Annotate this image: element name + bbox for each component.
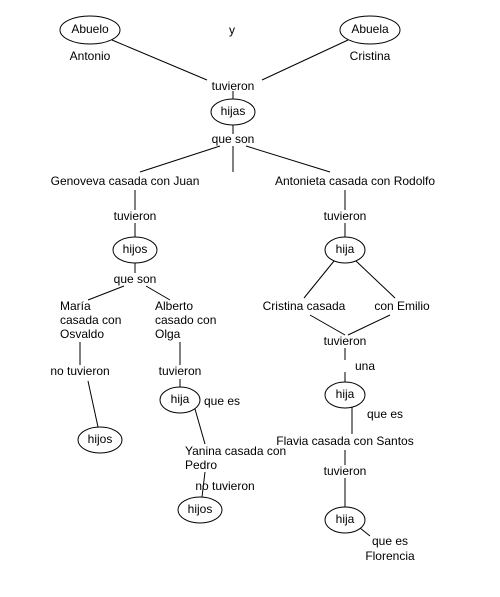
- label: María: [60, 299, 91, 313]
- label: tuvieron: [159, 364, 202, 378]
- node-hijas: hijas: [211, 99, 255, 125]
- label: Antonieta casada con Rodolfo: [275, 174, 435, 188]
- label: que es: [204, 394, 240, 408]
- node-label: hija: [336, 512, 355, 526]
- node-label: hijos: [123, 242, 148, 256]
- label: casado con: [155, 313, 216, 327]
- edge: [310, 315, 345, 335]
- label: Olga: [155, 327, 181, 341]
- node-label: hijos: [188, 502, 213, 516]
- label: una: [355, 359, 375, 373]
- label: Florencia: [365, 549, 415, 563]
- label: Pedro: [185, 458, 217, 472]
- edge: [246, 146, 330, 172]
- label: que son: [114, 272, 157, 286]
- label: Alberto: [155, 299, 193, 313]
- node-label: hijas: [221, 104, 246, 118]
- label: no tuvieron: [195, 479, 254, 493]
- node-label: Abuelo: [71, 22, 109, 36]
- edge: [348, 315, 390, 335]
- node-label: hija: [336, 387, 355, 401]
- label: no tuvieron: [50, 364, 109, 378]
- node-hijos-gj: hijos: [113, 237, 157, 263]
- family-tree-diagram: Abuelo Abuela hijas hijos hija hija hija hijos h…: [0, 0, 500, 597]
- label: que es: [367, 407, 403, 421]
- node-label: hijos: [88, 432, 113, 446]
- node-hija-ce: hija: [325, 382, 365, 408]
- label: Osvaldo: [60, 327, 104, 341]
- node-label: hija: [336, 242, 355, 256]
- node-hija-ar: hija: [325, 237, 365, 263]
- edge: [140, 146, 220, 172]
- edge: [195, 409, 205, 444]
- node-abuela: Abuela: [340, 16, 400, 44]
- node-label: Abuela: [351, 22, 389, 36]
- node-label: hija: [171, 392, 190, 406]
- edge: [360, 528, 370, 536]
- edge: [262, 40, 348, 80]
- edge: [88, 286, 124, 300]
- label: Flavia casada con Santos: [276, 434, 413, 448]
- label: con Emilio: [374, 299, 430, 313]
- node-hija-fs: hija: [325, 507, 365, 533]
- node-hijos-m: hijos: [78, 427, 122, 453]
- node-abuelo: Abuelo: [60, 16, 120, 44]
- label: Genoveva casada con Juan: [51, 174, 200, 188]
- label: y: [229, 23, 235, 37]
- label: que es: [372, 534, 408, 548]
- edge: [304, 261, 334, 298]
- label: tuvieron: [324, 209, 367, 223]
- label: Cristina casada: [263, 299, 346, 313]
- label: casada con: [60, 313, 121, 327]
- label: tuvieron: [114, 209, 157, 223]
- edge: [88, 381, 98, 427]
- edge: [146, 286, 170, 300]
- edge: [112, 40, 207, 80]
- label: tuvieron: [324, 334, 367, 348]
- label: Cristina: [350, 49, 391, 63]
- label: que son: [212, 132, 255, 146]
- label: tuvieron: [324, 464, 367, 478]
- label: tuvieron: [212, 79, 255, 93]
- edge: [356, 261, 395, 298]
- label: Antonio: [70, 49, 111, 63]
- node-hijos-y: hijos: [178, 497, 222, 523]
- node-hija-alb: hija: [160, 387, 200, 413]
- label: Yanina casada con: [185, 444, 286, 458]
